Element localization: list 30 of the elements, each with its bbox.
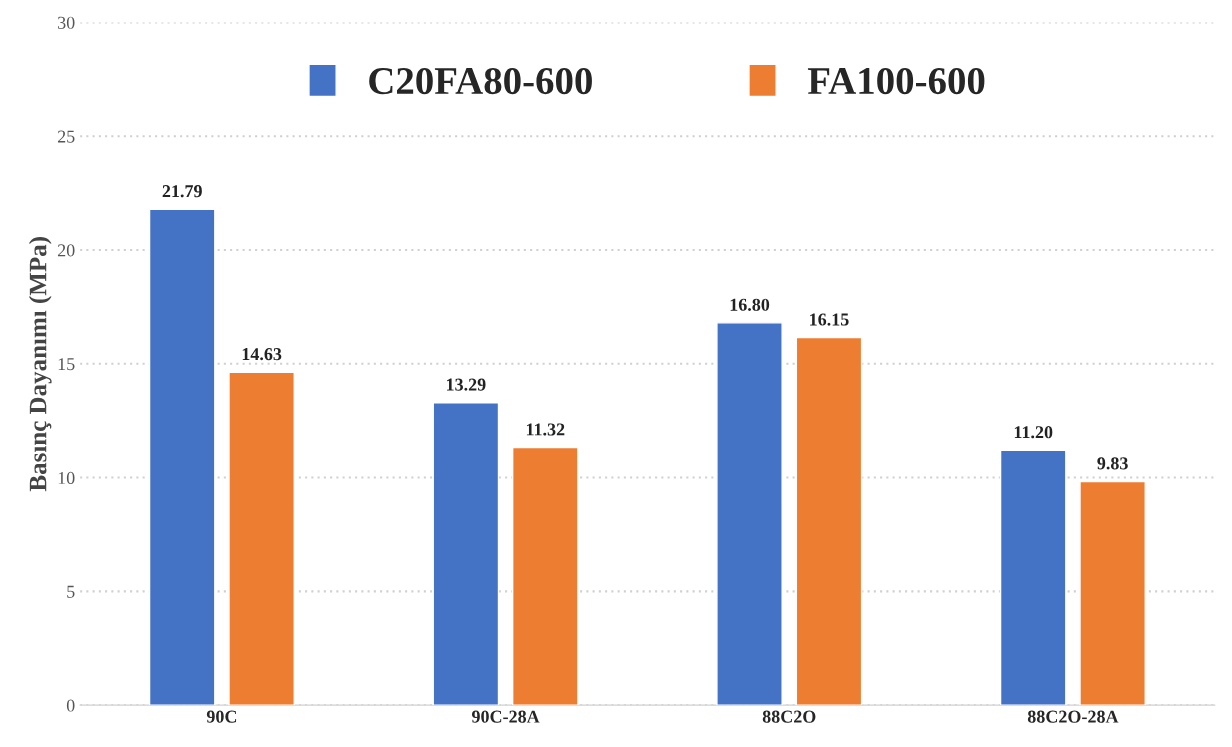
- x-tick-label: 90C-28A: [471, 710, 540, 723]
- x-tick-label: 88C2O-28A: [1027, 710, 1119, 723]
- y-tick-label: 30: [58, 16, 75, 29]
- bar: [148, 208, 216, 706]
- y-axis-title: Basınç Dayanımı (MPa): [28, 237, 52, 492]
- data-label: 16.15: [810, 313, 849, 326]
- legend-label: C20FA80-600: [369, 67, 592, 95]
- bar: [511, 446, 579, 706]
- y-tick-label: 5: [67, 585, 75, 598]
- bar: [432, 402, 500, 706]
- legend-label: FA100-600: [807, 67, 985, 95]
- data-label: 11.32: [526, 423, 565, 436]
- bar: [795, 336, 863, 706]
- y-tick-label: 10: [58, 471, 75, 485]
- data-label: 13.29: [447, 378, 486, 391]
- bar: [228, 371, 295, 706]
- y-tick-label: 20: [57, 244, 75, 257]
- data-label: 21.79: [162, 185, 202, 198]
- data-label: 11.20: [1014, 426, 1053, 439]
- x-tick-label: 88C2O: [762, 710, 816, 723]
- y-tick-label: 0: [66, 699, 75, 712]
- data-label: 9.83: [1097, 457, 1128, 470]
- y-tick-label: 15: [58, 358, 75, 371]
- x-tick-label: 90C: [206, 710, 237, 723]
- bar: [716, 322, 783, 706]
- bar: [1079, 480, 1146, 706]
- data-label: 14.63: [242, 348, 282, 361]
- y-tick-label: 25: [57, 130, 75, 143]
- bar: [999, 449, 1067, 706]
- data-label: 16.80: [730, 298, 770, 311]
